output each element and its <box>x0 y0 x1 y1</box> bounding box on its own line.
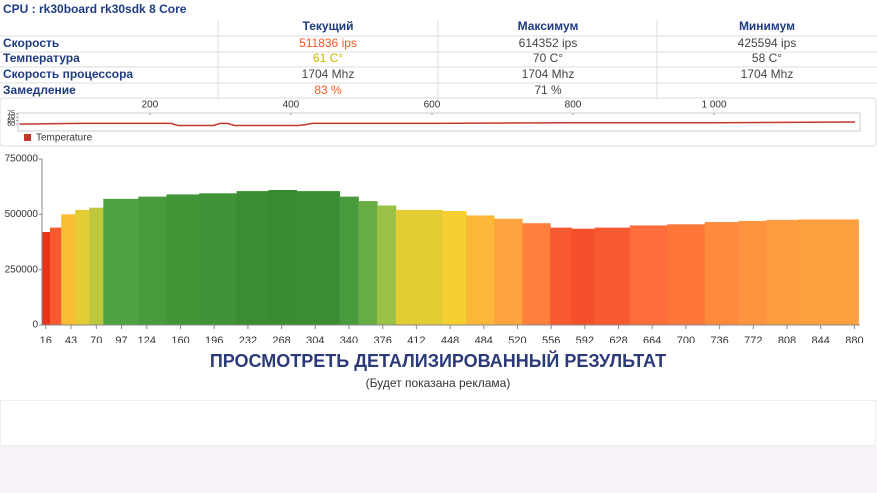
x-tick-label: 200 <box>142 100 159 111</box>
temperature-line <box>19 121 856 127</box>
speed-bar <box>629 225 668 325</box>
speed-bar <box>138 196 167 325</box>
header-title: CPU : rk30board rk30sdk 8 Core <box>3 2 187 16</box>
cell-value: 1704 Mhz <box>302 67 355 81</box>
y-tick-label: 70 <box>7 114 15 121</box>
speed-bar <box>442 211 467 325</box>
legend-swatch <box>24 134 31 141</box>
speed-bar <box>339 196 359 325</box>
speed-bar <box>738 220 767 325</box>
ad-box <box>0 400 876 446</box>
action-band <box>0 343 877 403</box>
speed-bar <box>465 215 495 325</box>
cell-value: 70 C° <box>533 51 563 65</box>
cell-value: 61 C° <box>313 51 343 65</box>
speed-bar <box>89 207 104 325</box>
y-tick-label: 75 <box>7 111 15 118</box>
cell-value: 1704 Mhz <box>522 67 575 81</box>
speed-bar <box>419 209 444 325</box>
speed-bar <box>798 219 837 325</box>
speed-bar <box>704 222 739 325</box>
temp-plot-box <box>17 112 861 132</box>
row-label: Скорость <box>3 36 59 50</box>
speed-bar <box>522 223 551 325</box>
speed-bar <box>835 219 859 325</box>
speed-bar <box>320 191 341 325</box>
speed-bar <box>49 227 62 325</box>
speed-bar <box>494 218 523 325</box>
speed-bar <box>75 209 90 325</box>
speed-bar <box>594 227 631 325</box>
speed-bar <box>377 205 397 325</box>
column-header: Минимум <box>739 19 795 33</box>
speed-bar <box>199 193 238 325</box>
y-tick-label: 0 <box>32 320 38 331</box>
speed-bar <box>268 189 298 325</box>
cell-value: 511836 ips <box>299 36 357 50</box>
speed-bar <box>236 191 269 325</box>
table-grid <box>0 20 877 100</box>
bottom-area <box>0 446 877 493</box>
column-header: Текущий <box>303 19 354 33</box>
speed-bar <box>358 201 378 325</box>
x-tick-label: 400 <box>283 100 300 111</box>
speed-bar <box>103 198 118 325</box>
temp-card <box>0 97 877 147</box>
speed-bar <box>61 214 76 325</box>
speed-bar <box>571 228 596 325</box>
speed-bar <box>117 198 139 325</box>
y-tick-label: 250000 <box>5 264 39 275</box>
ad-note: (Будет показана реклама) <box>366 376 511 390</box>
x-tick-label: 600 <box>424 100 441 111</box>
cell-value: 425594 ips <box>738 36 797 50</box>
y-tick-label: 65 <box>7 117 15 124</box>
speed-bar <box>667 224 706 325</box>
speed-bar <box>766 219 799 325</box>
y-tick-label: 500000 <box>5 209 39 220</box>
speed-bar <box>296 191 322 325</box>
speed-bar <box>42 232 51 325</box>
x-tick-label: 800 <box>565 100 582 111</box>
cell-value: 71 % <box>534 83 562 97</box>
speed-bar <box>395 209 420 325</box>
y-tick-label: 60 <box>7 121 15 128</box>
column-header: Максимум <box>518 19 579 33</box>
speed-bar <box>550 227 572 325</box>
speed-bar <box>166 194 200 325</box>
x-tick-label: 1 000 <box>702 100 727 111</box>
detail-button[interactable]: ПРОСМОТРЕТЬ ДЕТАЛИЗИРОВАННЫЙ РЕЗУЛЬТАТ <box>210 350 666 371</box>
y-tick-label: 750000 <box>5 154 39 165</box>
cell-value: 1704 Mhz <box>741 67 794 81</box>
legend-label: Temperature <box>36 133 93 144</box>
row-label: Скорость процессора <box>3 67 133 81</box>
row-label: Замедление <box>3 83 76 97</box>
row-label: Температура <box>3 51 80 65</box>
cell-value: 58 C° <box>752 51 782 65</box>
cell-value: 614352 ips <box>519 36 578 50</box>
cell-value: 83 % <box>314 83 342 97</box>
